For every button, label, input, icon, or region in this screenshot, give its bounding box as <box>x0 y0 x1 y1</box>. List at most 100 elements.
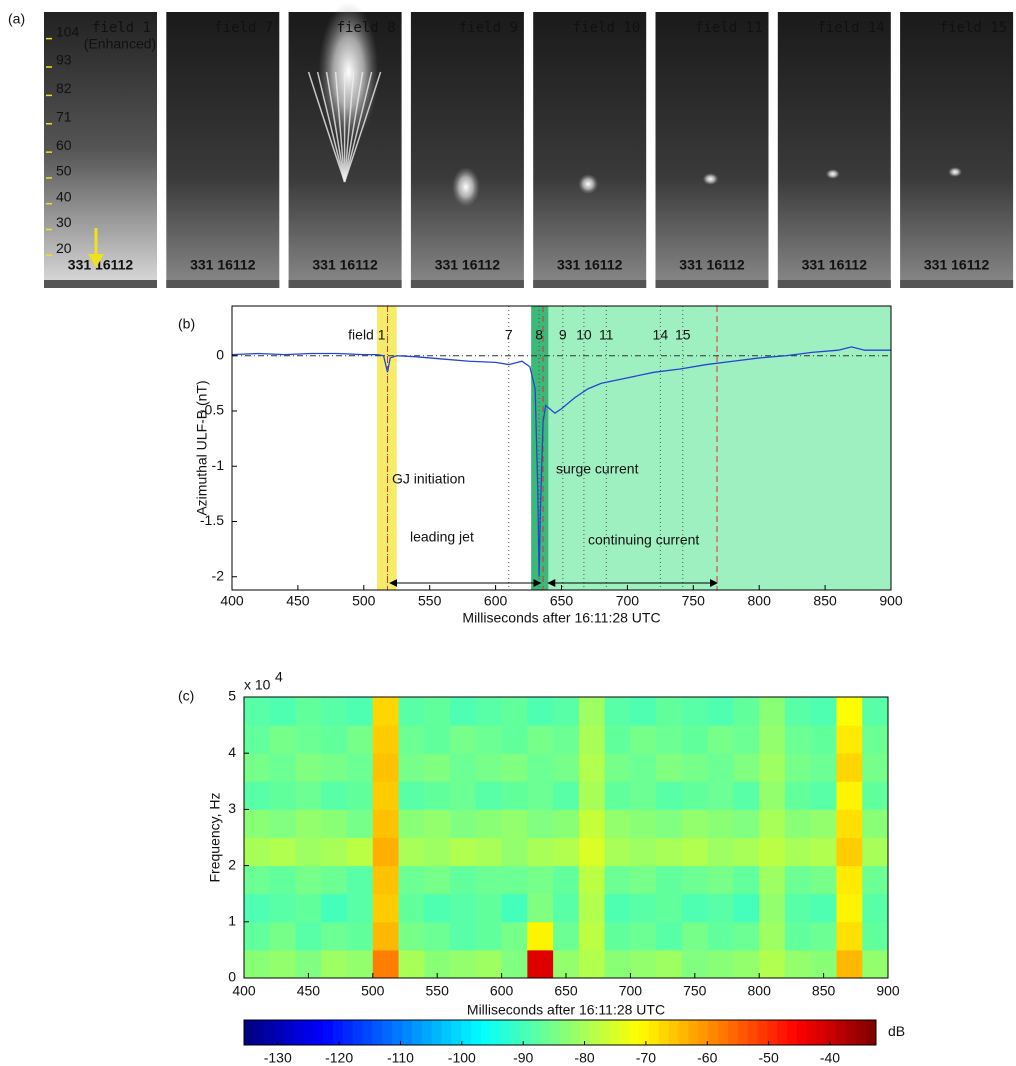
colorbar-step <box>382 1020 393 1045</box>
spectrogram-cell <box>733 781 760 810</box>
spectrogram-cell <box>295 837 322 867</box>
spectrogram-cell <box>630 949 657 979</box>
annotation: leading jet <box>410 529 474 545</box>
spectrogram-cell <box>553 697 580 726</box>
y-tick-label: 4 <box>228 744 236 760</box>
shaded-span <box>531 306 549 590</box>
y-axis-label: Frequency, Hz <box>207 793 223 883</box>
spectrogram-cell <box>501 837 528 867</box>
sprite-tendril <box>325 71 346 183</box>
spectrogram-cell <box>759 921 786 951</box>
spectrogram-cell <box>321 809 348 838</box>
spectrogram-cell <box>759 753 786 782</box>
y-tick-label: 1 <box>228 913 236 929</box>
spectrogram-cell <box>347 921 374 951</box>
field-marker-label: 8 <box>535 327 543 343</box>
spectrogram-cell <box>862 809 889 838</box>
colorbar-step <box>747 1020 758 1045</box>
colorbar-step <box>708 1020 719 1045</box>
colorbar-step <box>757 1020 768 1045</box>
sprite-glow <box>948 167 963 177</box>
spectrogram-cell <box>372 837 400 867</box>
spectrogram-cell <box>604 697 631 726</box>
spectrogram-cell <box>630 753 657 782</box>
spectrogram-cell <box>630 725 657 754</box>
x-tick-label: 450 <box>297 983 321 999</box>
scale-tick-label: 93 <box>56 52 72 68</box>
spectrogram-cell <box>475 697 503 726</box>
spectrogram-cell <box>424 921 451 951</box>
spectrogram-cell <box>784 725 812 754</box>
spectrogram-cell <box>578 837 606 867</box>
colorbar-step <box>678 1020 689 1045</box>
spectrogram-cell <box>759 725 786 754</box>
scale-tick-label: 60 <box>56 137 72 153</box>
colorbar-step <box>451 1020 462 1045</box>
y-tick-label: 3 <box>228 800 236 816</box>
annotation: surge current <box>556 461 639 477</box>
spectrogram-cell <box>733 725 760 754</box>
sprite-glow <box>702 173 719 185</box>
frame-image <box>900 12 1014 288</box>
spectrogram-cell <box>836 949 863 979</box>
spectrogram-cell <box>630 697 657 726</box>
frame-footer <box>777 280 891 288</box>
spectrogram-cell <box>784 921 812 951</box>
x-tick-label: 450 <box>286 593 310 609</box>
spectrogram-cell <box>295 725 322 754</box>
colorbar-step <box>619 1020 630 1045</box>
x-tick-label: 550 <box>418 593 442 609</box>
spectrogram-cell <box>759 865 786 895</box>
spectrogram-cell <box>836 697 863 726</box>
spectrogram-cell <box>269 949 297 979</box>
x-tick-label: 500 <box>361 983 385 999</box>
colorbar-step <box>313 1020 324 1045</box>
spectrogram-cell <box>656 753 683 782</box>
spectrogram-cell <box>501 921 528 951</box>
x-tick-label: 650 <box>554 983 578 999</box>
spectrogram-cell <box>475 725 503 754</box>
spectrogram-cell <box>759 781 786 810</box>
spectrogram-cell <box>681 837 709 867</box>
spectrogram-cell <box>836 865 863 895</box>
spectrogram-cell <box>656 809 683 838</box>
spectrogram-cell <box>372 753 400 782</box>
enhanced-note: (Enhanced) <box>84 36 156 52</box>
spectrogram-cell <box>501 893 528 923</box>
x-tick-label: 400 <box>220 593 244 609</box>
colorbar-step <box>599 1020 610 1045</box>
colorbar-step <box>797 1020 808 1045</box>
field-marker-label: 9 <box>559 327 567 343</box>
spectrogram-cell <box>398 753 425 782</box>
colorbar-tick-label: -60 <box>697 1050 717 1066</box>
spectrogram-cell <box>707 865 734 895</box>
spectrogram-cell <box>475 865 503 895</box>
spectrogram-cell <box>501 725 528 754</box>
spectrogram-cell <box>733 921 760 951</box>
frame-title: field 7 <box>214 20 273 36</box>
spectrogram-cell <box>836 809 863 838</box>
spectrogram-cell <box>372 781 400 810</box>
frame-title: field 11 <box>695 20 762 36</box>
x-tick-label: 700 <box>616 593 640 609</box>
spectrogram-cell <box>862 893 889 923</box>
field-marker-label: field 1 <box>348 327 386 343</box>
spectrogram-cell <box>707 949 734 979</box>
spectrogram-cell <box>707 725 734 754</box>
frame-footer <box>900 280 1014 288</box>
spectrogram-cell <box>810 837 837 867</box>
colorbar-label: dB <box>888 1023 905 1039</box>
spectrogram-cell <box>398 697 425 726</box>
spectrogram-cell <box>527 837 554 867</box>
x-tick-label: 600 <box>490 983 514 999</box>
spectrogram-cell <box>707 921 734 951</box>
spectrogram-cell <box>295 893 322 923</box>
x-tick-label: 500 <box>352 593 376 609</box>
scale-tick-label: 20 <box>56 240 72 256</box>
spectrogram-cell <box>707 697 734 726</box>
frame-footer <box>288 280 402 288</box>
panel-label: (b) <box>178 316 195 332</box>
spectrogram-cell <box>707 781 734 810</box>
y-tick-label: -1.5 <box>200 512 224 528</box>
spectrogram-cell <box>527 781 554 810</box>
